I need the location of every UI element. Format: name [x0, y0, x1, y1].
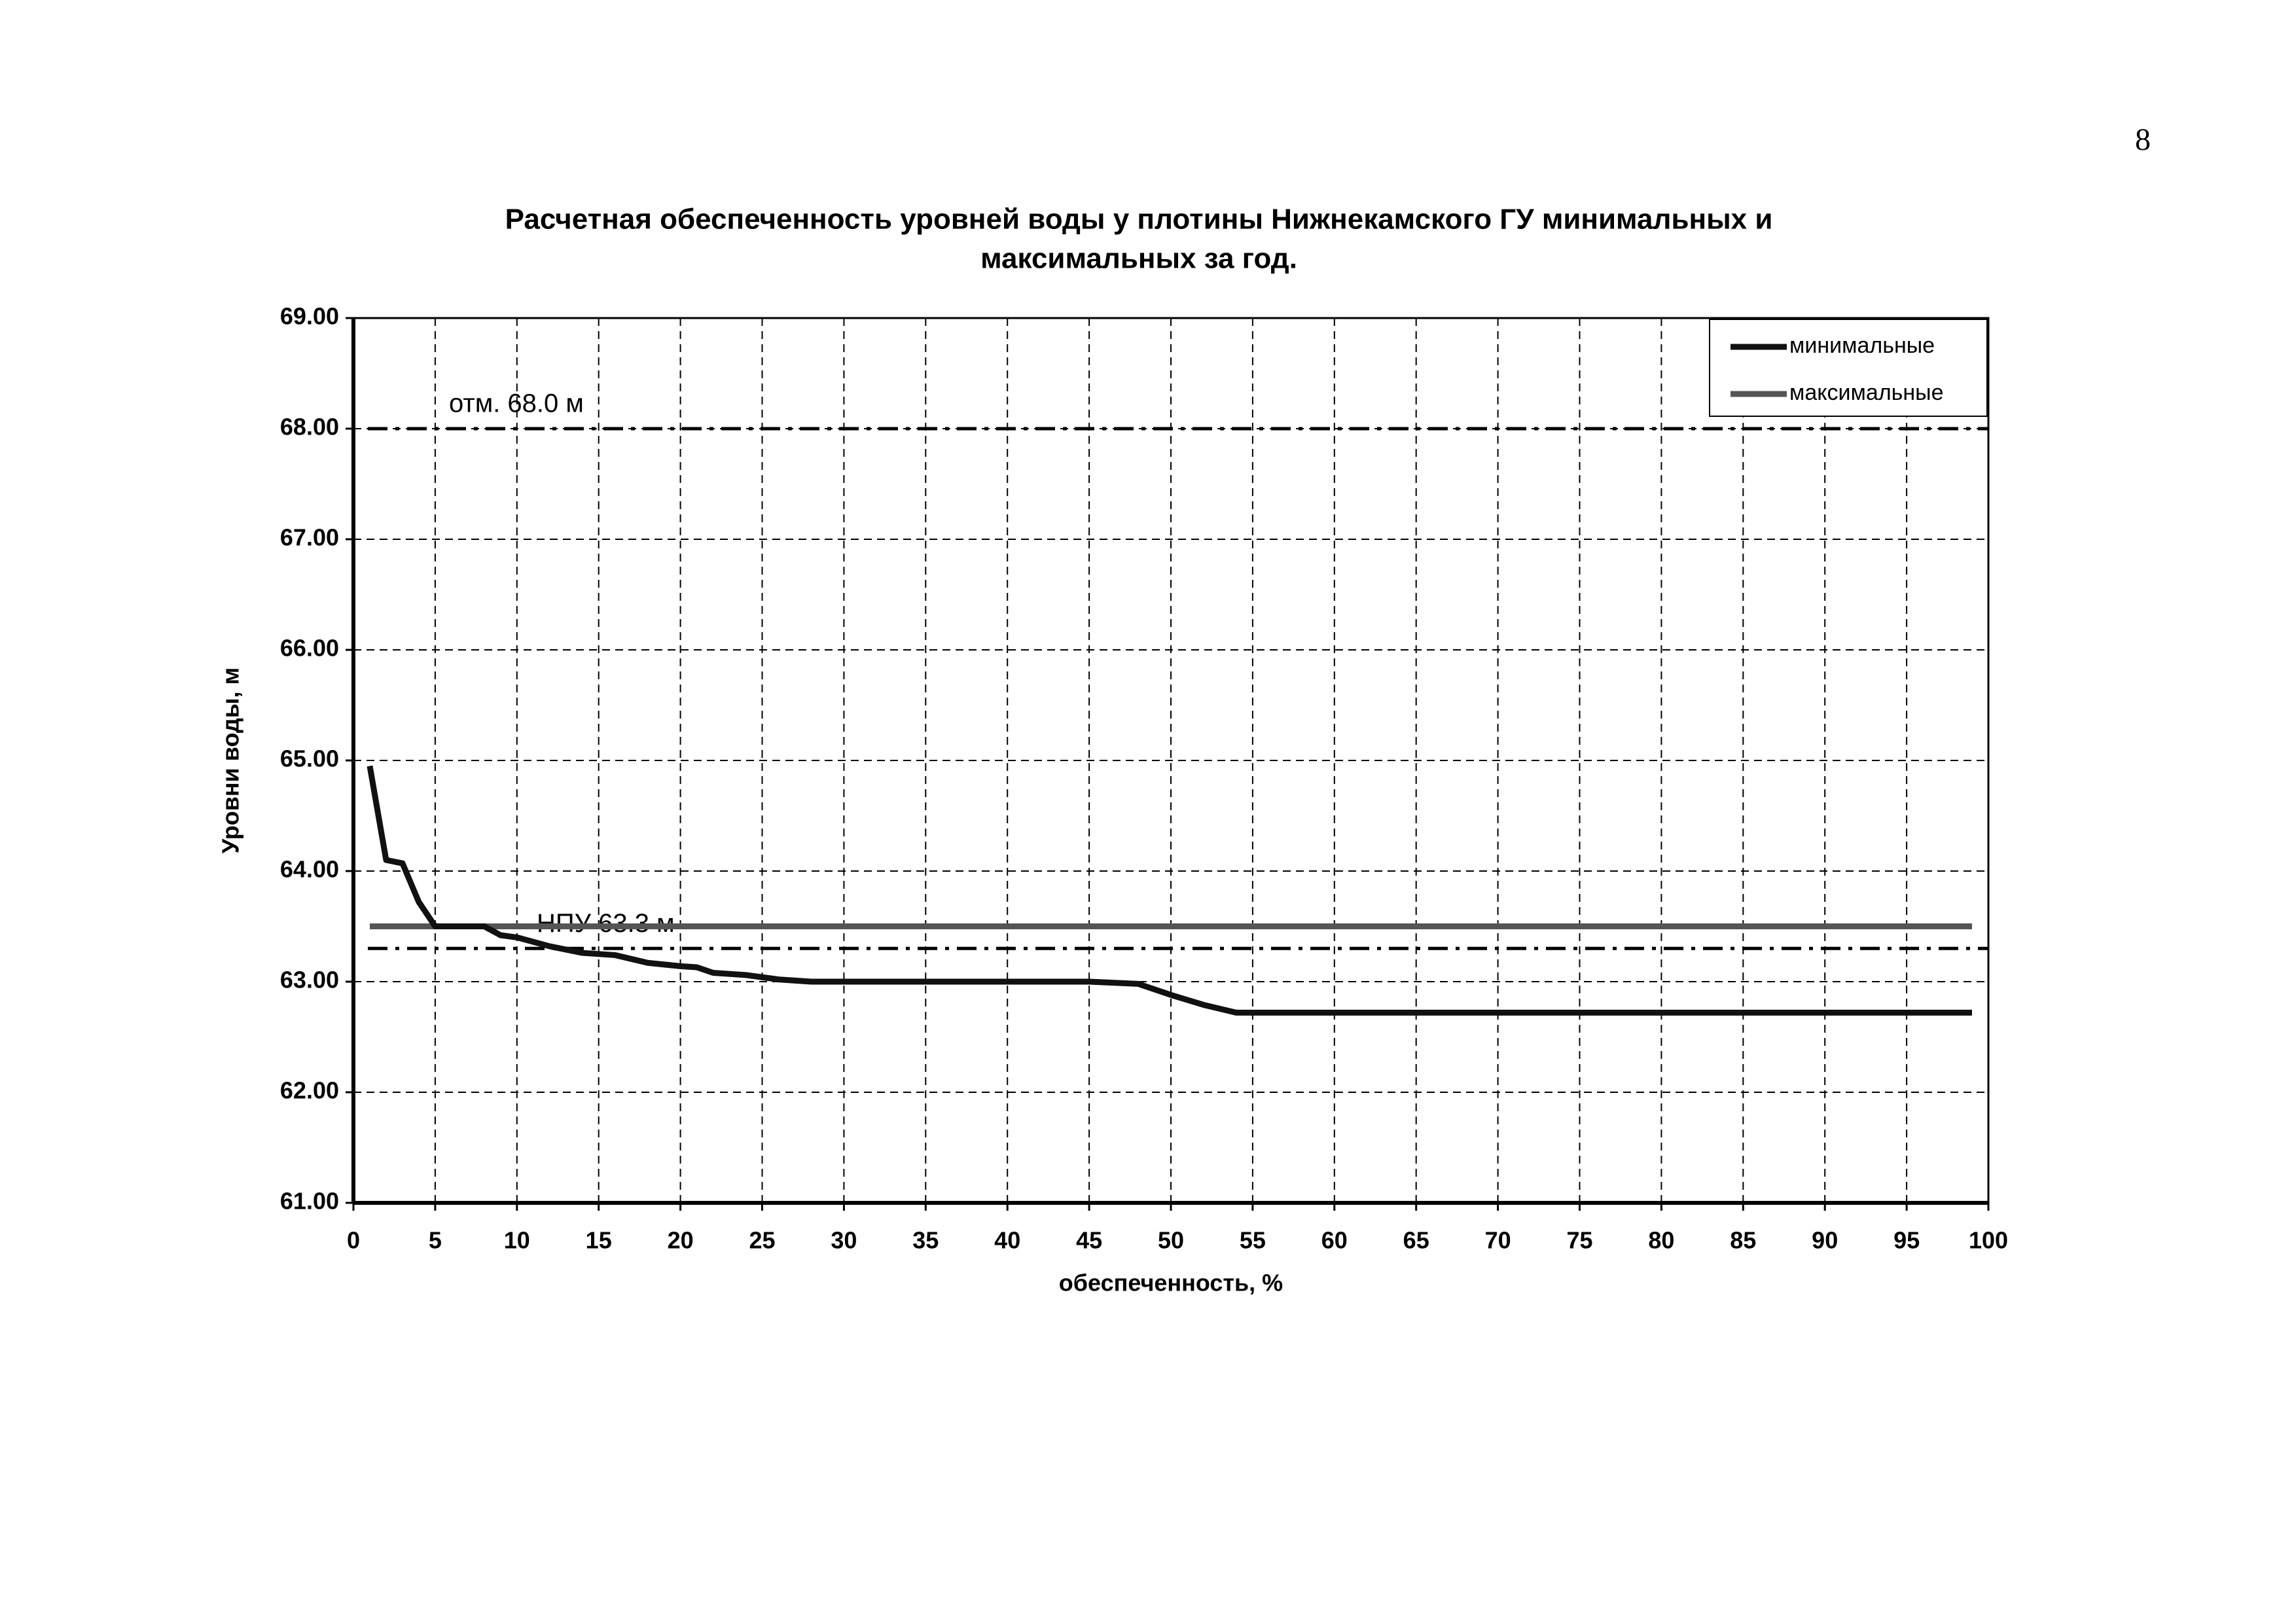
x-tick-label: 85 [1730, 1227, 1756, 1254]
chart-title: максимальных за год. [980, 243, 1297, 275]
x-tick-label: 70 [1485, 1227, 1511, 1254]
x-tick-label: 80 [1648, 1227, 1674, 1254]
y-tick-label: 66.00 [280, 635, 339, 662]
y-tick-label: 64.00 [280, 856, 339, 883]
x-tick-label: 65 [1403, 1227, 1429, 1254]
x-tick-label: 100 [1969, 1227, 2008, 1254]
x-tick-label: 40 [994, 1227, 1020, 1254]
legend-label: минимальные [1789, 333, 1935, 358]
legend-label: максимальные [1789, 380, 1944, 405]
y-tick-label: 69.00 [280, 303, 339, 330]
y-tick-label: 62.00 [280, 1077, 339, 1104]
y-tick-label: 68.00 [280, 414, 339, 440]
y-tick-label: 61.00 [280, 1188, 339, 1215]
y-axis-title: Уровни воды, м [217, 668, 244, 853]
y-tick-label: 67.00 [280, 524, 339, 551]
x-tick-label: 45 [1076, 1227, 1102, 1254]
annotation: отм. 68.0 м [449, 389, 584, 418]
x-tick-label: 10 [504, 1227, 530, 1254]
page-number: 8 [2135, 122, 2151, 157]
x-tick-label: 60 [1321, 1227, 1348, 1254]
x-tick-label: 55 [1240, 1227, 1266, 1254]
x-tick-label: 95 [1893, 1227, 1920, 1254]
x-tick-label: 15 [586, 1227, 612, 1254]
annotation: НПУ 63.3 м [537, 909, 675, 938]
x-tick-label: 30 [831, 1227, 857, 1254]
x-tick-label: 0 [347, 1227, 360, 1254]
y-tick-label: 65.00 [280, 745, 339, 772]
x-tick-label: 35 [912, 1227, 939, 1254]
x-tick-label: 75 [1566, 1227, 1592, 1254]
x-tick-label: 90 [1812, 1227, 1838, 1254]
chart-title: Расчетная обеспеченность уровней воды у … [505, 204, 1773, 236]
x-tick-label: 20 [668, 1227, 694, 1254]
x-tick-label: 5 [429, 1227, 442, 1254]
x-tick-label: 25 [749, 1227, 775, 1254]
legend-box [1709, 319, 1988, 417]
x-tick-label: 50 [1158, 1227, 1184, 1254]
series-line [367, 765, 1973, 1016]
y-tick-label: 63.00 [280, 967, 339, 993]
x-axis-title: обеспеченность, % [1059, 1270, 1283, 1296]
